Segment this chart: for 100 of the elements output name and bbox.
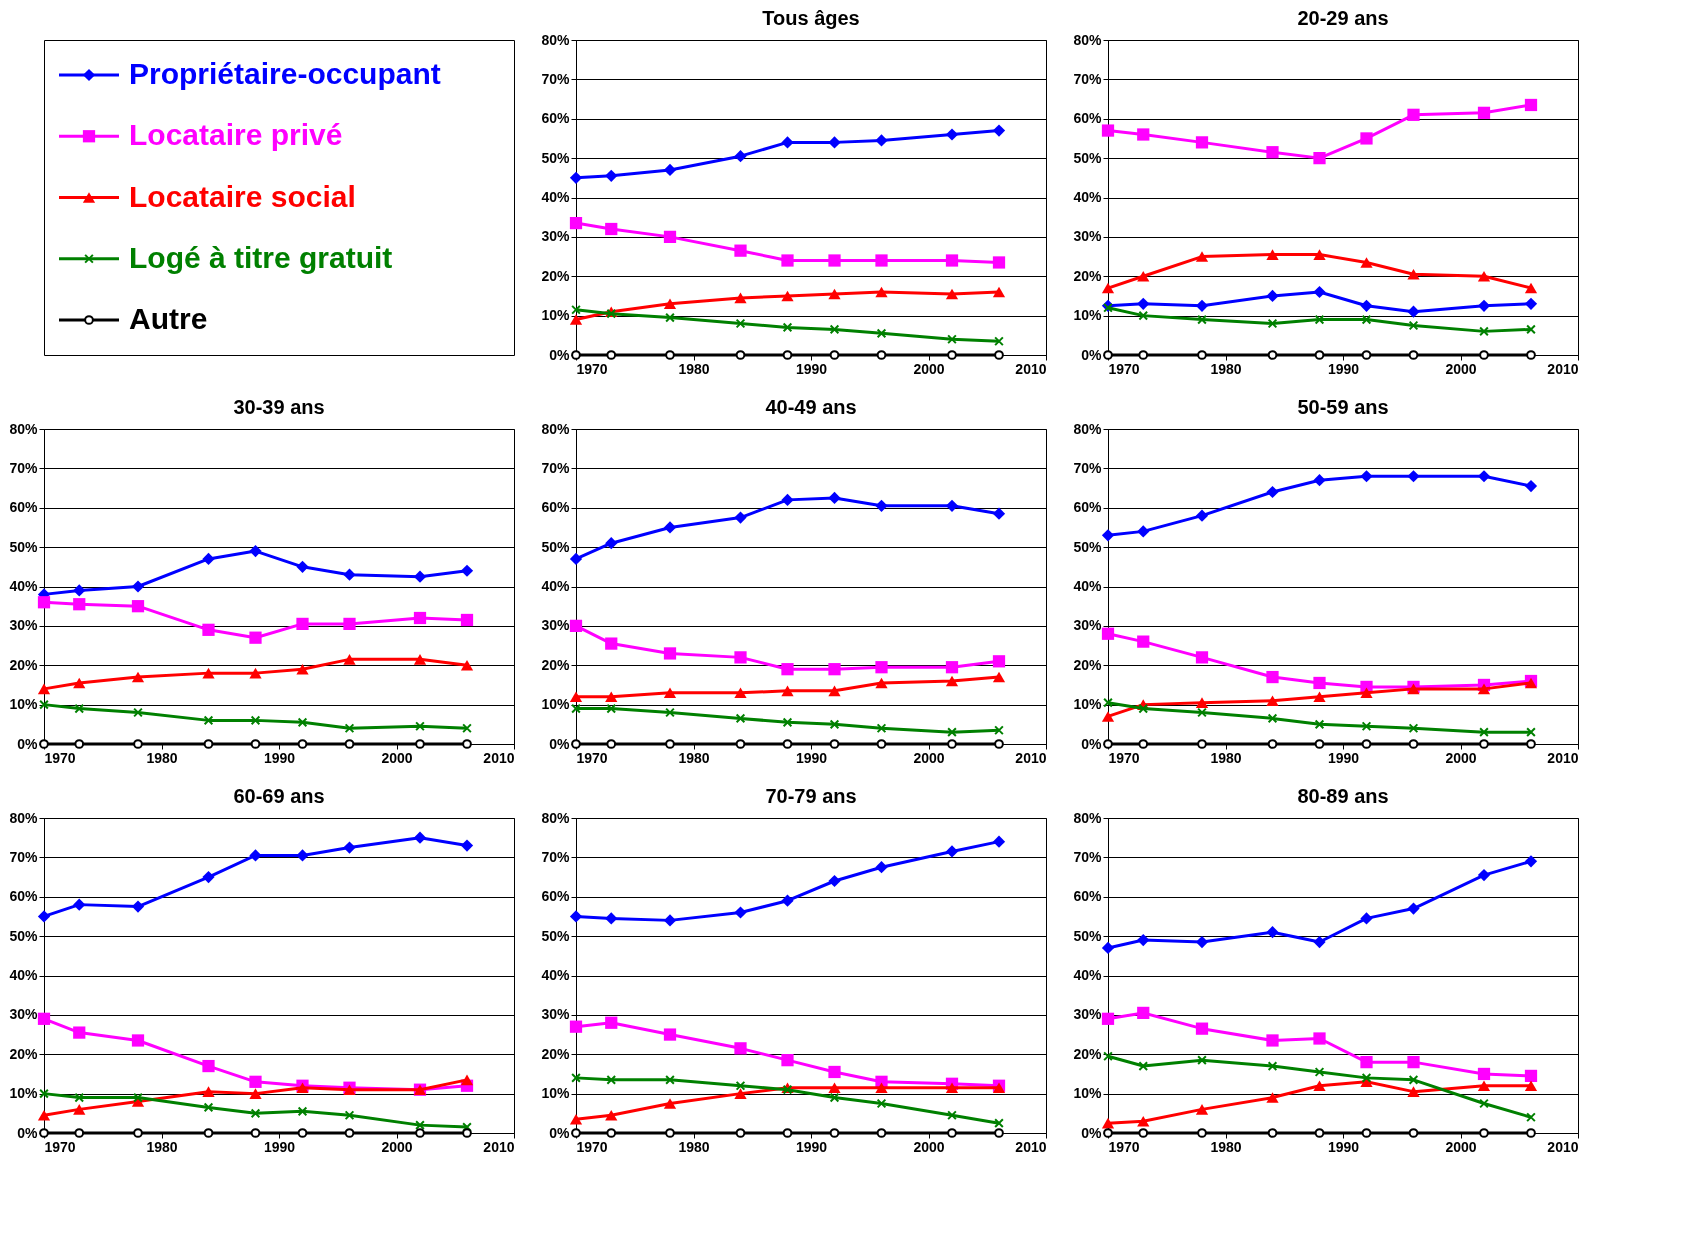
x-tick-label: 1980 bbox=[1210, 749, 1242, 766]
x-tick-label: 1990 bbox=[795, 360, 828, 377]
x-tick-label: 1990 bbox=[1327, 749, 1360, 766]
x-tick-label: 2000 bbox=[913, 360, 945, 377]
y-tick-label: 30% bbox=[541, 228, 571, 245]
y-tick-label: 0% bbox=[549, 346, 571, 363]
y-tick-label: 10% bbox=[9, 696, 39, 713]
y-tick-label: 70% bbox=[541, 459, 571, 476]
y-tick-label: 20% bbox=[541, 267, 571, 284]
x-tick-label: 1970 bbox=[576, 1138, 608, 1155]
y-tick-label: 80% bbox=[1073, 420, 1103, 437]
x-tick-label: 1980 bbox=[1210, 1138, 1242, 1155]
y-tick-label: 30% bbox=[541, 1006, 571, 1023]
y-tick-label: 40% bbox=[9, 578, 39, 594]
y-tick-label: 20% bbox=[9, 1045, 39, 1062]
x-tick-label: 1980 bbox=[678, 1138, 710, 1155]
y-tick-label: 60% bbox=[9, 888, 39, 905]
y-tick-label: 40% bbox=[541, 578, 571, 594]
x-tick-label: 1980 bbox=[678, 360, 710, 377]
chart-title: 40-49 ans bbox=[765, 396, 857, 418]
x-tick-label: 1990 bbox=[795, 749, 828, 766]
y-tick-label: 70% bbox=[1073, 848, 1103, 865]
x-tick-label: 2000 bbox=[1445, 749, 1477, 766]
x-tick-label: 2010 bbox=[1015, 1138, 1047, 1155]
chart-title: 20-29 ans bbox=[1297, 7, 1389, 29]
y-tick-label: 10% bbox=[1073, 1085, 1103, 1102]
y-tick-label: 60% bbox=[541, 110, 571, 127]
x-tick-label: 2000 bbox=[913, 749, 945, 766]
y-tick-label: 40% bbox=[541, 189, 571, 205]
x-tick-label: 1970 bbox=[1108, 1138, 1140, 1155]
y-tick-label: 80% bbox=[9, 420, 39, 437]
y-tick-label: 20% bbox=[1073, 267, 1103, 284]
y-tick-label: 30% bbox=[1073, 617, 1103, 634]
y-tick-label: 30% bbox=[1073, 1006, 1103, 1023]
y-tick-label: 80% bbox=[9, 809, 39, 826]
chart-title: 60-69 ans bbox=[233, 785, 325, 807]
y-tick-label: 50% bbox=[9, 927, 39, 944]
y-tick-label: 0% bbox=[549, 735, 571, 752]
x-tick-label: 2000 bbox=[1445, 1138, 1477, 1155]
y-tick-label: 0% bbox=[17, 735, 39, 752]
y-tick-label: 80% bbox=[541, 420, 571, 437]
x-tick-label: 1970 bbox=[576, 749, 608, 766]
y-tick-label: 0% bbox=[1081, 1124, 1103, 1141]
y-tick-label: 30% bbox=[1073, 228, 1103, 245]
y-tick-label: 40% bbox=[9, 967, 39, 983]
x-tick-label: 1990 bbox=[1327, 1138, 1360, 1155]
chart-title: Tous âges bbox=[762, 7, 860, 29]
y-tick-label: 40% bbox=[1073, 578, 1103, 594]
x-tick-label: 1970 bbox=[1108, 749, 1140, 766]
x-tick-label: 1980 bbox=[146, 749, 178, 766]
x-tick-label: 2010 bbox=[1547, 749, 1579, 766]
y-tick-label: 10% bbox=[541, 1085, 571, 1102]
y-tick-label: 60% bbox=[541, 499, 571, 516]
x-tick-label: 1990 bbox=[1327, 360, 1360, 377]
x-tick-label: 2010 bbox=[483, 749, 515, 766]
x-tick-label: 2010 bbox=[483, 1138, 515, 1155]
chart-title: 30-39 ans bbox=[233, 396, 325, 418]
x-tick-label: 1970 bbox=[576, 360, 608, 377]
y-tick-label: 80% bbox=[541, 31, 571, 48]
y-tick-label: 0% bbox=[1081, 346, 1103, 363]
y-tick-label: 40% bbox=[1073, 189, 1103, 205]
y-tick-label: 40% bbox=[1073, 967, 1103, 983]
y-tick-label: 50% bbox=[9, 538, 39, 555]
y-tick-label: 0% bbox=[17, 1124, 39, 1141]
y-tick-label: 70% bbox=[541, 848, 571, 865]
chart-title: 80-89 ans bbox=[1297, 785, 1389, 807]
x-tick-label: 2000 bbox=[913, 1138, 945, 1155]
y-tick-label: 70% bbox=[9, 459, 39, 476]
y-tick-label: 30% bbox=[9, 617, 39, 634]
legend-label: Propriétaire-occupant bbox=[129, 57, 441, 90]
y-tick-label: 50% bbox=[541, 927, 571, 944]
y-tick-label: 50% bbox=[541, 538, 571, 555]
y-tick-label: 40% bbox=[541, 967, 571, 983]
y-tick-label: 50% bbox=[1073, 149, 1103, 166]
y-tick-label: 80% bbox=[1073, 809, 1103, 826]
y-tick-label: 10% bbox=[1073, 307, 1103, 324]
y-tick-label: 70% bbox=[541, 70, 571, 87]
x-tick-label: 1980 bbox=[678, 749, 710, 766]
y-tick-label: 10% bbox=[1073, 696, 1103, 713]
y-tick-label: 10% bbox=[541, 307, 571, 324]
y-tick-label: 30% bbox=[9, 1006, 39, 1023]
x-tick-label: 1990 bbox=[795, 1138, 828, 1155]
x-tick-label: 1970 bbox=[1108, 360, 1140, 377]
x-tick-label: 2010 bbox=[1015, 749, 1047, 766]
chart-title: 70-79 ans bbox=[765, 785, 857, 807]
x-tick-label: 2010 bbox=[1547, 1138, 1579, 1155]
legend-label: Logé à titre gratuit bbox=[129, 240, 393, 274]
legend-label: Autre bbox=[129, 302, 208, 335]
y-tick-label: 20% bbox=[1073, 1045, 1103, 1062]
legend-label: Locataire social bbox=[129, 179, 356, 213]
x-tick-label: 1990 bbox=[263, 1138, 296, 1155]
legend-label: Locataire privé bbox=[129, 118, 343, 152]
y-tick-label: 60% bbox=[541, 888, 571, 905]
y-tick-label: 0% bbox=[1081, 735, 1103, 752]
x-tick-label: 1980 bbox=[146, 1138, 178, 1155]
x-tick-label: 1980 bbox=[1210, 360, 1242, 377]
y-tick-label: 70% bbox=[1073, 70, 1103, 87]
y-tick-label: 30% bbox=[541, 617, 571, 634]
y-tick-label: 20% bbox=[541, 1045, 571, 1062]
x-tick-label: 1970 bbox=[44, 749, 76, 766]
